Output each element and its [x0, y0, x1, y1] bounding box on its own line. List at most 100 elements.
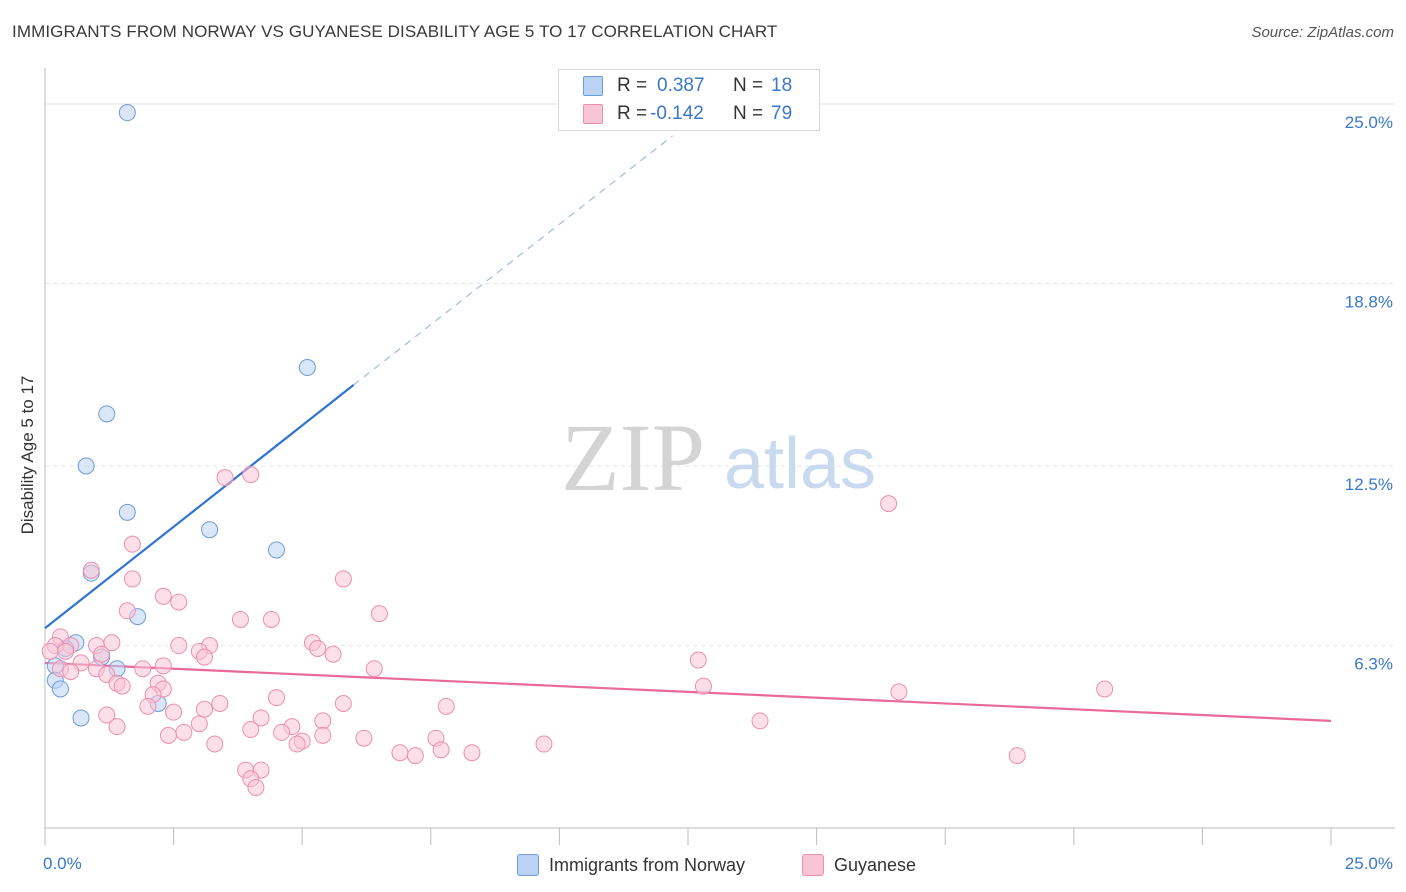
legend-guyanese-n: 79: [771, 103, 793, 124]
norway-trend-extension: [353, 135, 673, 386]
guyanese-point: [890, 683, 908, 701]
legend-r-label: R =: [617, 103, 648, 124]
guyanese-point: [62, 663, 80, 681]
guyanese-point: [57, 642, 75, 660]
norway-point: [118, 503, 136, 521]
guyanese-point: [195, 648, 213, 666]
legend-swatch-norway: [583, 76, 603, 96]
y-tick-label: 6.3%: [1354, 655, 1393, 674]
guyanese-point: [82, 561, 100, 579]
guyanese-point: [751, 712, 769, 730]
guyanese-point: [93, 645, 111, 663]
guyanese-point: [334, 570, 352, 588]
y-tick-label: 25.0%: [1345, 113, 1393, 132]
guyanese-point: [154, 657, 172, 675]
guyanese-point: [154, 587, 172, 605]
guyanese-point: [437, 697, 455, 715]
guyanese-point: [247, 778, 265, 796]
watermark-atlas: atlas: [724, 424, 876, 504]
guyanese-point: [139, 697, 157, 715]
legend-norway-r: 0.387: [657, 75, 705, 96]
guyanese-point: [190, 715, 208, 733]
guyanese-point: [535, 735, 553, 753]
stats-legend: R = 0.387 N = 18 R = -0.142 N = 79: [558, 69, 820, 131]
guyanese-point: [103, 634, 121, 652]
guyanese-point: [123, 535, 141, 553]
norway-point: [201, 521, 219, 539]
guyanese-point: [694, 677, 712, 695]
norway-trend-line: [44, 384, 355, 630]
guyanese-point: [355, 729, 373, 747]
guyanese-point: [118, 602, 136, 620]
guyanese-point: [211, 694, 229, 712]
legend-item-guyanese[interactable]: Guyanese: [802, 852, 916, 878]
legend-r-label: R =: [617, 75, 648, 96]
guyanese-trend-line: [44, 661, 1332, 722]
data-points: [41, 104, 1114, 796]
watermark: ZIP atlas: [561, 404, 876, 511]
guyanese-point: [314, 712, 332, 730]
norway-point: [298, 359, 316, 377]
norway-point: [118, 104, 136, 122]
source-note: Source: ZipAtlas.com: [1251, 24, 1394, 41]
guyanese-point: [206, 735, 224, 753]
norway-point: [267, 541, 285, 559]
guyanese-point: [134, 660, 152, 678]
guyanese-point: [324, 645, 342, 663]
norway-point: [51, 680, 69, 698]
guyanese-point: [242, 721, 260, 739]
guyanese-point: [370, 605, 388, 623]
legend-label-norway: Immigrants from Norway: [549, 854, 746, 875]
guyanese-point: [406, 747, 424, 765]
guyanese-point: [165, 703, 183, 721]
guyanese-point: [463, 744, 481, 762]
trend-lines: [44, 135, 1332, 722]
guyanese-point: [288, 735, 306, 753]
y-tick-label: 18.8%: [1345, 293, 1393, 312]
guyanese-point: [242, 466, 260, 484]
legend-item-norway[interactable]: Immigrants from Norway: [517, 852, 745, 878]
guyanese-point: [98, 706, 116, 724]
guyanese-point: [216, 469, 234, 487]
guyanese-point: [41, 642, 59, 660]
guyanese-point: [170, 637, 188, 655]
guyanese-point: [123, 570, 141, 588]
guyanese-point: [334, 694, 352, 712]
guyanese-point: [432, 741, 450, 759]
legend-swatch-guyanese: [802, 854, 824, 876]
x-tick-label: 25.0%: [1345, 854, 1393, 873]
grid-lines: [45, 103, 1395, 647]
guyanese-point: [267, 689, 285, 707]
guyanese-point: [159, 726, 177, 744]
guyanese-point: [880, 495, 898, 513]
guyanese-point: [175, 723, 193, 741]
guyanese-point: [689, 651, 707, 669]
x-tick-label: 0.0%: [43, 854, 82, 873]
guyanese-point: [309, 639, 327, 657]
guyanese-point: [1008, 747, 1026, 765]
y-tick-label: 12.5%: [1345, 475, 1393, 494]
guyanese-point: [262, 610, 280, 628]
guyanese-point: [113, 677, 131, 695]
legend-label-guyanese: Guyanese: [834, 854, 917, 875]
legend-n-label: N =: [733, 103, 764, 124]
guyanese-point: [252, 709, 270, 727]
guyanese-point: [195, 700, 213, 718]
guyanese-point: [391, 744, 409, 762]
guyanese-point: [365, 660, 383, 678]
legend-n-label: N =: [733, 75, 764, 96]
guyanese-point: [170, 593, 188, 611]
norway-point: [72, 709, 90, 727]
guyanese-point: [108, 718, 126, 736]
guyanese-point: [273, 723, 291, 741]
legend-guyanese-r: -0.142: [650, 103, 704, 124]
chart-title: IMMIGRANTS FROM NORWAY VS GUYANESE DISAB…: [12, 22, 778, 41]
axes: 6.3% 12.5% 18.8% 25.0% 0.0% 25.0%: [43, 68, 1395, 873]
guyanese-point: [314, 726, 332, 744]
guyanese-point: [231, 610, 249, 628]
watermark-zip: ZIP: [561, 404, 705, 511]
norway-point: [98, 405, 116, 423]
guyanese-point: [1096, 680, 1114, 698]
norway-point: [77, 457, 95, 475]
